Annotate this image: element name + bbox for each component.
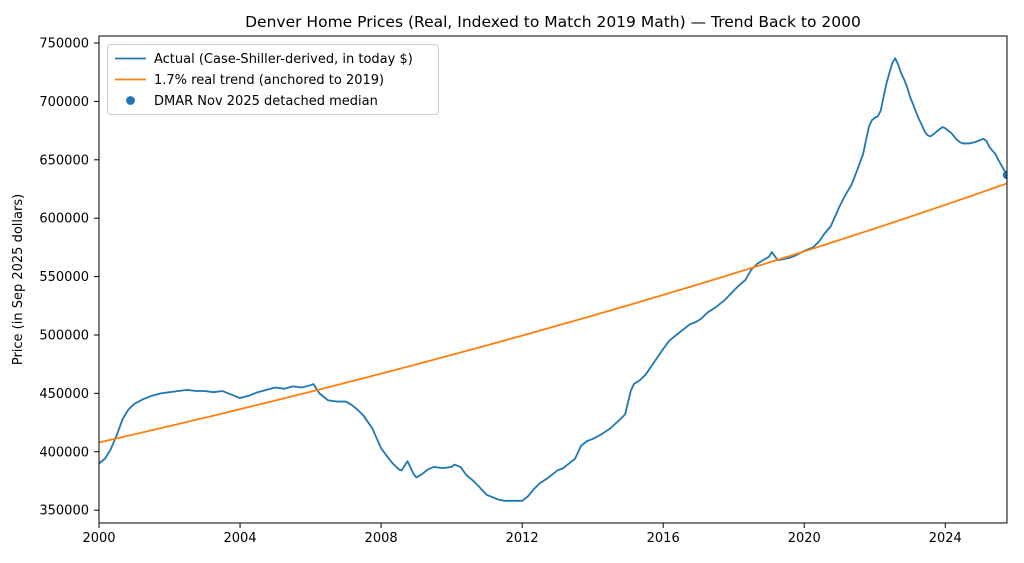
y-tick-label: 500000: [39, 328, 89, 343]
dmar-point: [1002, 170, 1007, 180]
x-tick-label: 2016: [647, 531, 680, 546]
y-axis-label: Price (in Sep 2025 dollars): [11, 194, 26, 365]
y-tick-label: 600000: [39, 212, 89, 227]
legend-actual-label: Actual (Case-Shiller-derived, in today $…: [154, 52, 413, 67]
actual-series-line: [99, 57, 1007, 502]
x-tick-label: 2000: [82, 531, 115, 546]
x-tick-label: 2008: [365, 531, 398, 546]
y-tick-label: 350000: [39, 504, 89, 519]
y-tick-label: 750000: [39, 37, 89, 52]
axes: 2000 2004 2008 2012 2016 2020 2024 350000 400000…: [39, 35, 1008, 546]
legend-trend-label: 1.7% real trend (anchored to 2019): [154, 73, 384, 88]
x-tick-label: 2020: [788, 531, 821, 546]
legend-dmar-label: DMAR Nov 2025 detached median: [154, 94, 378, 109]
y-tick-label: 650000: [39, 153, 89, 168]
y-tick-label: 450000: [39, 387, 89, 402]
x-tick-label: 2024: [929, 531, 962, 546]
x-tick-label: 2012: [506, 531, 539, 546]
y-tick-label: 700000: [39, 95, 89, 110]
x-tick-label: 2004: [224, 531, 257, 546]
legend-dmar-dot-sample: [126, 96, 135, 105]
plot-border: [98, 35, 1008, 524]
chart-title: Denver Home Prices (Real, Indexed to Mat…: [245, 13, 861, 31]
plot-area: [99, 57, 1007, 502]
y-tick-label: 550000: [39, 270, 89, 285]
legend-box: [107, 44, 439, 115]
trend-series-line: [99, 182, 1007, 444]
legend: Actual (Case-Shiller-derived, in today $…: [107, 44, 439, 115]
y-tick-label: 400000: [39, 445, 89, 460]
